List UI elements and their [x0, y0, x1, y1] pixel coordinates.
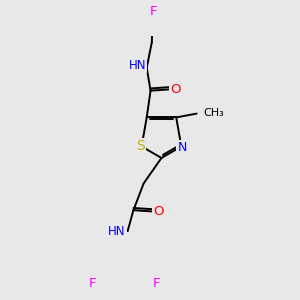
Text: HN: HN — [129, 59, 147, 72]
Text: N: N — [177, 141, 187, 154]
Text: F: F — [89, 277, 96, 290]
Text: CH₃: CH₃ — [203, 108, 224, 118]
Text: O: O — [170, 83, 181, 96]
Text: F: F — [149, 5, 157, 18]
Text: HN: HN — [108, 225, 126, 239]
Text: O: O — [153, 205, 164, 218]
Text: S: S — [136, 140, 145, 154]
Text: F: F — [153, 277, 160, 290]
